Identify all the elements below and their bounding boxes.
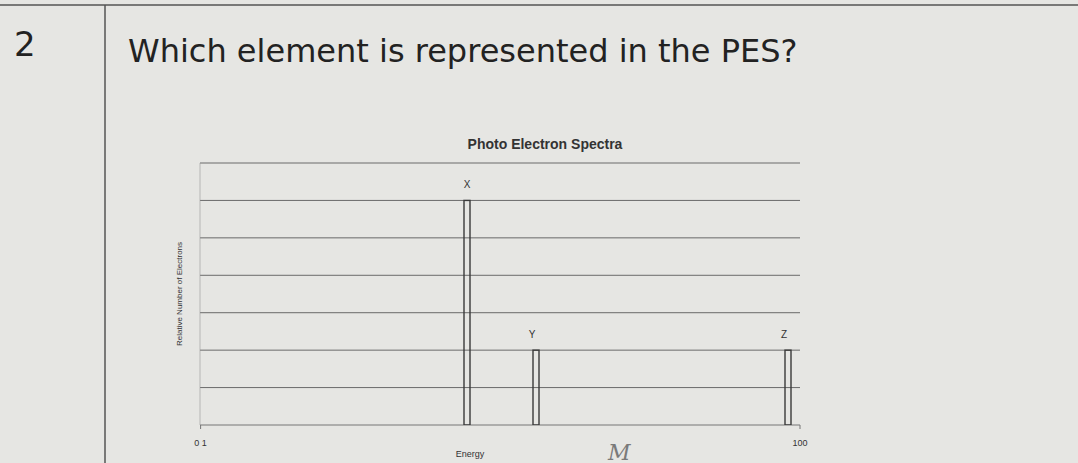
question-number: 2 — [14, 24, 36, 64]
grid-line — [200, 200, 800, 201]
page-rule — [104, 5, 106, 463]
x-tick-label: 100 — [792, 438, 807, 448]
peak — [533, 350, 539, 425]
peaks — [464, 200, 791, 425]
grid-line — [200, 275, 800, 276]
grid-line — [200, 163, 800, 164]
question-text: Which element is represented in the PES? — [128, 32, 798, 70]
page-rule — [0, 4, 1078, 6]
grid-line — [200, 312, 800, 313]
grid-line — [200, 237, 800, 238]
x-axis — [200, 425, 800, 426]
grid-line — [200, 387, 800, 388]
peak — [464, 200, 470, 425]
grid-line — [200, 350, 800, 351]
x-tick-label: 0 1 — [194, 438, 207, 448]
peak-label: X — [464, 179, 471, 190]
peak-label: Y — [529, 329, 536, 340]
chart-title: Photo Electron Spectra — [468, 136, 623, 152]
handwritten-note: M — [607, 440, 631, 463]
y-axis-label: Relative Number of Electrons — [175, 242, 184, 346]
x-axis-label: Energy — [456, 449, 485, 459]
y-axis — [200, 163, 201, 425]
x-tick — [200, 425, 201, 429]
peak — [785, 350, 791, 425]
x-tick — [800, 425, 801, 429]
peak-label: Z — [781, 329, 787, 340]
